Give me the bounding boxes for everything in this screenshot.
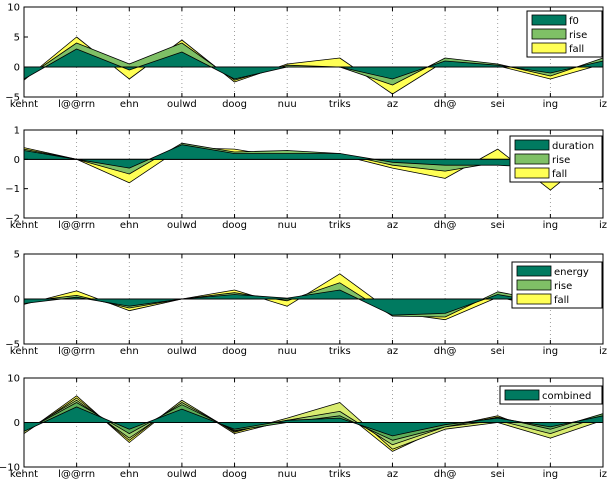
x-tick-label: dh@ xyxy=(434,220,457,231)
x-tick-label: oulwd xyxy=(167,346,197,357)
legend-swatch-fall xyxy=(516,293,552,305)
x-tick-label: ehn xyxy=(120,220,139,231)
legend-label-rise: rise xyxy=(554,281,572,292)
x-tick-label: sei xyxy=(491,346,505,357)
x-tick-label: az xyxy=(387,99,398,110)
x-tick-label: az xyxy=(387,469,398,480)
x-tick-label: iz xyxy=(599,469,607,480)
y-tick-label: −5 xyxy=(5,93,20,104)
x-tick-label: nuu xyxy=(278,469,297,480)
x-tick-label: ing xyxy=(543,469,558,480)
y-tick-label: 0 xyxy=(14,418,20,429)
legend-swatch-energy xyxy=(516,265,552,277)
x-tick-label: iz xyxy=(599,346,607,357)
x-tick-label: l@@rrn xyxy=(58,220,95,231)
y-tick-label: 0 xyxy=(14,155,20,166)
legend-label-f0: f0 xyxy=(569,16,579,27)
x-tick-label: iz xyxy=(599,99,607,110)
x-tick-label: doog xyxy=(222,99,247,110)
x-tick-label: triks xyxy=(329,346,351,357)
legend-label-fall: fall xyxy=(552,169,567,180)
legend-swatch-rise xyxy=(516,279,552,291)
x-tick-label: oulwd xyxy=(167,99,197,110)
x-tick-label: ing xyxy=(543,220,558,231)
x-tick-label: kehnt xyxy=(10,469,38,480)
x-tick-label: l@@rrn xyxy=(58,469,95,480)
legend-label-energy: energy xyxy=(554,267,589,278)
legend-label-combined: combined xyxy=(542,391,591,402)
legend-swatch-combined xyxy=(504,389,540,401)
x-tick-label: doog xyxy=(222,346,247,357)
y-tick-label: 0 xyxy=(14,295,20,306)
axes-frame xyxy=(23,6,604,98)
x-tick-label: dh@ xyxy=(434,99,457,110)
x-tick-label: doog xyxy=(222,220,247,231)
x-tick-label: ehn xyxy=(120,346,139,357)
legend-label-rise: rise xyxy=(569,30,587,41)
x-tick-label: ing xyxy=(543,346,558,357)
legend-label-duration: duration xyxy=(552,141,594,152)
x-tick-label: kehnt xyxy=(10,99,38,110)
x-tick-label: nuu xyxy=(278,99,297,110)
legend-label-fall: fall xyxy=(554,295,569,306)
axes-frame xyxy=(23,129,604,219)
legend-swatch-fall xyxy=(514,167,550,179)
series-area-combined xyxy=(23,406,604,437)
x-tick-label: sei xyxy=(491,99,505,110)
y-tick-label: −2 xyxy=(5,214,20,225)
series-area-layer-3 xyxy=(23,397,604,450)
x-tick-label: kehnt xyxy=(10,220,38,231)
y-tick-label: −5 xyxy=(5,340,20,351)
x-tick-label: nuu xyxy=(278,220,297,231)
legend-swatch-fall xyxy=(531,42,567,54)
legend-swatch-rise xyxy=(531,28,567,40)
x-tick-label: az xyxy=(387,220,398,231)
x-tick-label: nuu xyxy=(278,346,297,357)
x-tick-label: ehn xyxy=(120,469,139,480)
legend-label-rise: rise xyxy=(552,155,570,166)
y-tick-label: 0 xyxy=(14,63,20,74)
x-tick-label: l@@rrn xyxy=(58,99,95,110)
legend-swatch-duration xyxy=(514,139,550,151)
y-tick-label: 5 xyxy=(14,33,20,44)
y-tick-label: 1 xyxy=(14,126,20,137)
y-tick-label: −10 xyxy=(0,463,20,474)
legend-swatch-f0 xyxy=(531,14,567,26)
x-tick-label: iz xyxy=(599,220,607,231)
x-tick-label: dh@ xyxy=(434,346,457,357)
x-tick-label: ehn xyxy=(120,99,139,110)
legend-label-fall: fall xyxy=(569,44,584,55)
x-tick-label: triks xyxy=(329,220,351,231)
y-tick-label: 10 xyxy=(7,374,20,385)
x-tick-label: l@@rrn xyxy=(58,346,95,357)
x-tick-label: dh@ xyxy=(434,469,457,480)
y-tick-label: 5 xyxy=(14,250,20,261)
plot-area-1 xyxy=(24,7,603,97)
x-tick-label: oulwd xyxy=(167,469,197,480)
x-tick-label: triks xyxy=(329,99,351,110)
x-tick-label: kehnt xyxy=(10,346,38,357)
x-tick-label: az xyxy=(387,346,398,357)
legend-swatch-rise xyxy=(514,153,550,165)
x-tick-label: sei xyxy=(491,469,505,480)
x-tick-label: sei xyxy=(491,220,505,231)
x-tick-label: ing xyxy=(543,99,558,110)
x-tick-label: doog xyxy=(222,469,247,480)
x-tick-label: oulwd xyxy=(167,220,197,231)
y-tick-label: 10 xyxy=(7,3,20,14)
y-tick-label: −1 xyxy=(5,184,20,195)
x-tick-label: triks xyxy=(329,469,351,480)
